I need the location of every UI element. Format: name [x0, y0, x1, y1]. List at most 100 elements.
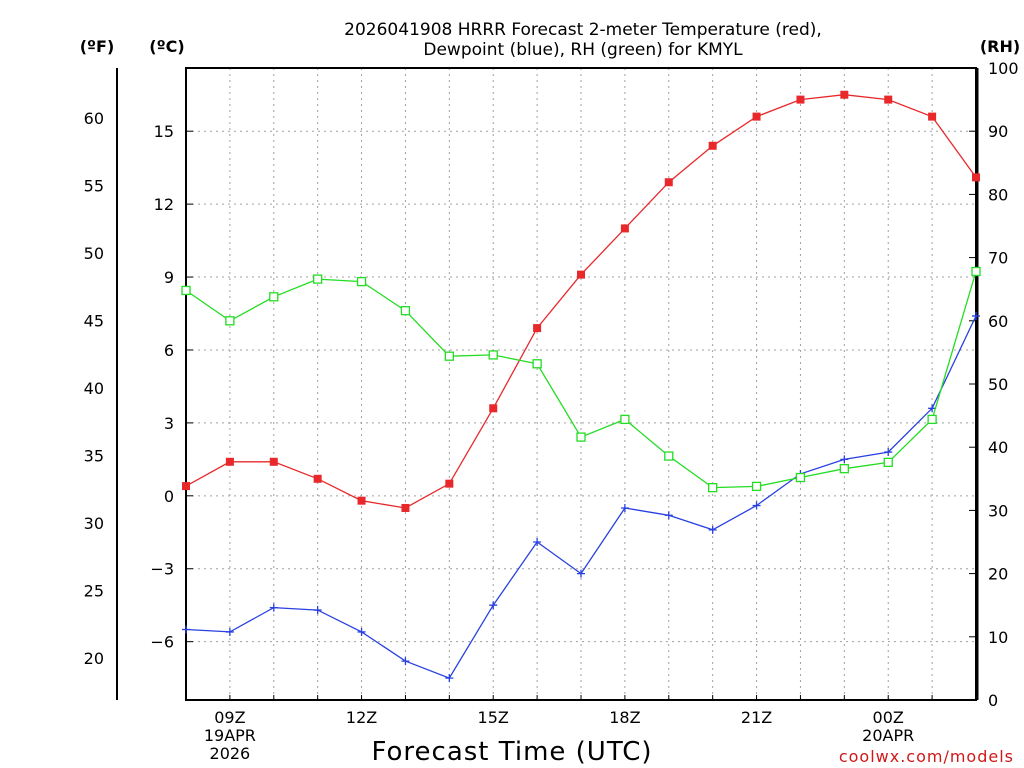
rh-point: [839, 464, 849, 474]
dewpoint-point: [664, 511, 673, 520]
dewpoint-point: [752, 501, 761, 510]
dewpoint-point: [182, 625, 190, 634]
fahrenheit-axis-label: (ºF): [80, 37, 115, 56]
temperature-point: [313, 474, 322, 483]
dewpoint-point: [533, 538, 542, 546]
celsius-tick-label: 9: [164, 268, 174, 287]
temperature-point: [708, 141, 717, 150]
rh-tick-label: 90: [988, 122, 1008, 141]
chart-title-line1: 2026041908 HRRR Forecast 2-meter Tempera…: [344, 20, 822, 40]
dewpoint-point: [357, 627, 366, 636]
temperature-point: [357, 496, 366, 505]
temperature-point: [928, 112, 937, 121]
dewpoint-point: [620, 503, 629, 512]
temperature-point: [577, 270, 585, 279]
rh-point: [927, 414, 937, 425]
temperature-point: [269, 457, 278, 466]
fahrenheit-tick-label: 50: [84, 244, 104, 263]
rh-tick-label: 0: [988, 691, 998, 710]
rh-point: [795, 472, 806, 483]
temperature-point: [489, 404, 498, 413]
fahrenheit-tick-label: 35: [84, 447, 104, 466]
x-tick-label: 15Z: [478, 708, 509, 727]
rh-point: [576, 432, 586, 442]
celsius-tick-label: 15: [154, 122, 174, 141]
temperature-point: [840, 90, 849, 99]
temperature-point: [752, 112, 761, 121]
fahrenheit-tick-label: 40: [84, 379, 104, 398]
gridlines: [186, 68, 976, 700]
temperature-point: [401, 503, 410, 512]
rh-point: [356, 276, 367, 287]
temperature-point: [664, 178, 673, 187]
x-tick-label: 19APR: [204, 726, 256, 745]
rh-point: [883, 457, 893, 468]
x-tick-label: 18Z: [609, 708, 640, 727]
rh-tick-label: 50: [988, 375, 1008, 394]
celsius-tick-label: 6: [164, 341, 174, 360]
celsius-axis-label: (ºC): [149, 37, 184, 56]
rh-point: [664, 451, 674, 461]
plot-frame: [185, 67, 977, 701]
dewpoint-point: [489, 601, 498, 610]
temperature-point: [533, 324, 542, 333]
data-series: [181, 90, 981, 683]
temperature-point: [620, 224, 629, 233]
rh-point: [400, 306, 411, 316]
rh-tick-label: 100: [988, 59, 1019, 78]
rh-tick-label: 70: [988, 249, 1008, 268]
rh-tick-label: 10: [988, 628, 1008, 647]
temperature-point: [225, 457, 234, 466]
fahrenheit-tick-label: 55: [84, 176, 104, 195]
rh-tick-label: 20: [988, 565, 1008, 584]
celsius-tick-label: −3: [150, 560, 174, 579]
x-tick-label: 09Z: [214, 708, 245, 727]
rh-point: [313, 274, 323, 284]
celsius-tick-label: −6: [150, 633, 174, 652]
rh-point: [751, 481, 762, 492]
x-tick-label: 20APR: [862, 726, 914, 745]
temperature-point: [972, 173, 980, 182]
temperature-point: [884, 95, 893, 104]
source-credit: coolwx.com/models: [839, 747, 1014, 766]
rh-point: [269, 292, 279, 302]
dewpoint-point: [225, 627, 234, 636]
rh-point: [971, 266, 981, 277]
x-tick-label: 12Z: [346, 708, 377, 727]
dewpoint-point: [972, 311, 980, 320]
rh-point: [708, 482, 718, 493]
rh-point: [488, 350, 498, 360]
temperature-point: [182, 482, 190, 491]
fahrenheit-tick-label: 45: [84, 312, 104, 331]
rh-tick-label: 30: [988, 501, 1008, 520]
axes-ticks: −6 −3 0 3 6 9 12 15 20 25 30 35 40 45 50 55 60 0 10 20 30 40 5…: [84, 59, 1019, 763]
rh-point: [181, 285, 191, 296]
rh-point: [532, 359, 542, 369]
dewpoint-point: [577, 569, 585, 578]
dewpoint-point: [401, 657, 410, 666]
rh-point: [620, 414, 630, 425]
temperature-point: [445, 479, 454, 488]
x-axis-label: Forecast Time (UTC): [371, 737, 652, 767]
dewpoint-point: [884, 448, 893, 457]
dewpoint-point: [269, 603, 278, 612]
dewpoint-point: [840, 455, 849, 464]
rh-axis-label: (RH): [980, 37, 1020, 56]
x-tick-label: 21Z: [741, 708, 772, 727]
fahrenheit-tick-label: 25: [84, 582, 104, 601]
fahrenheit-tick-label: 60: [84, 109, 104, 128]
rh-tick-label: 80: [988, 185, 1008, 204]
rh-point: [444, 351, 454, 361]
temperature-point: [796, 95, 805, 104]
rh-point: [225, 316, 235, 326]
dewpoint-line: [185, 315, 977, 679]
dewpoint-point: [445, 674, 454, 683]
x-tick-label: 2026: [210, 744, 251, 763]
celsius-tick-label: 12: [154, 195, 174, 214]
chart-title-line2: Dewpoint (blue), RH (green) for KMYL: [423, 40, 743, 60]
dewpoint-point: [708, 525, 717, 534]
dewpoint-point: [313, 606, 322, 615]
fahrenheit-tick-label: 20: [84, 649, 104, 668]
x-tick-label: 00Z: [873, 708, 904, 727]
